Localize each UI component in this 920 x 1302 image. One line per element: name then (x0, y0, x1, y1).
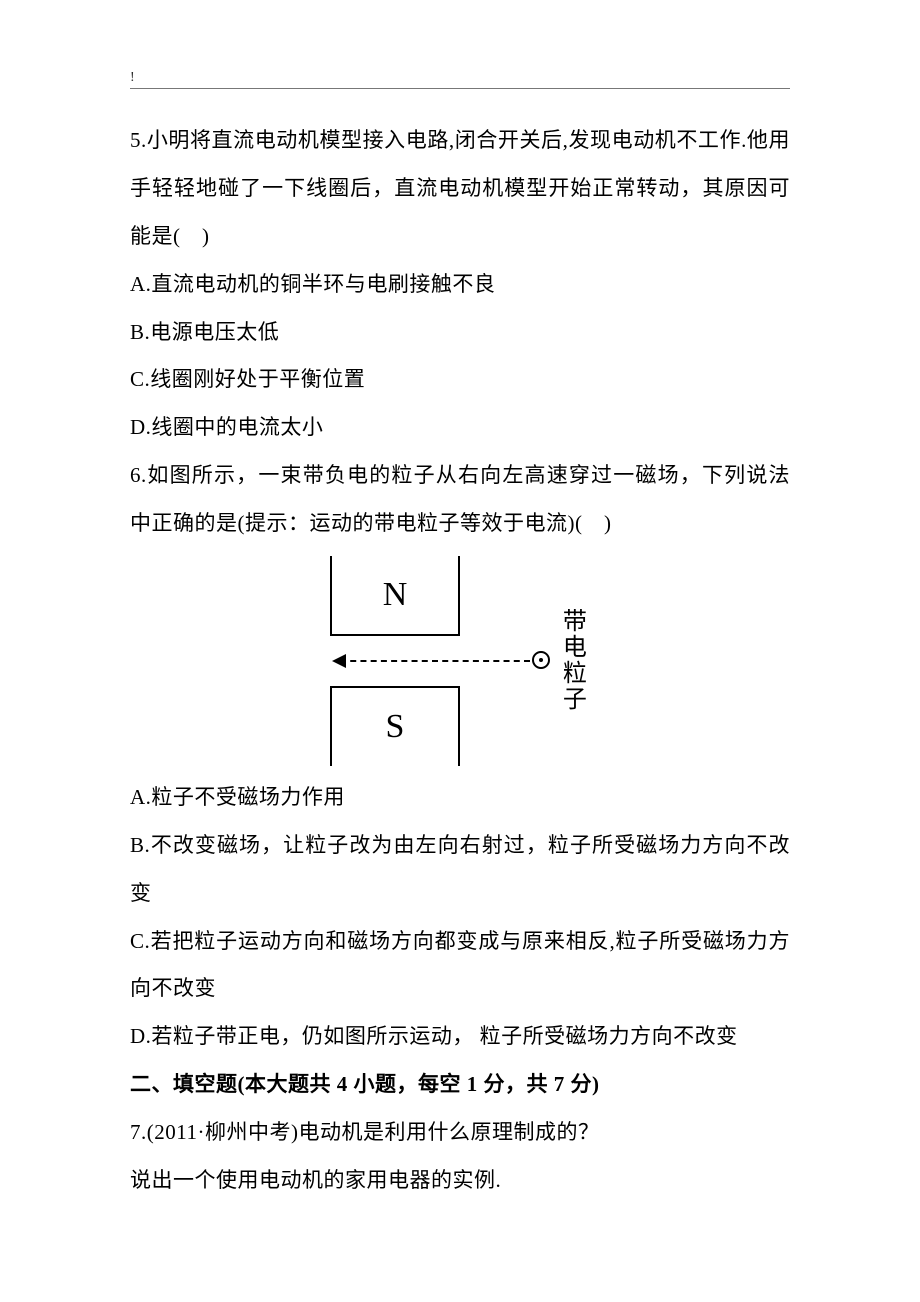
magnet-south: S (330, 686, 460, 766)
q5-option-d: D.线圈中的电流太小 (130, 404, 790, 452)
magnet-north: N (330, 556, 460, 636)
header-rule (130, 88, 790, 89)
q6-diagram: N S 带电粒子 (130, 556, 790, 766)
q6-option-a: A.粒子不受磁场力作用 (130, 774, 790, 822)
header-mark: ! (130, 70, 790, 86)
magnet-n-label: N (383, 576, 408, 614)
arrow-left-icon (332, 654, 346, 668)
q5-option-c: C.线圈刚好处于平衡位置 (130, 356, 790, 404)
q6-option-b: B.不改变磁场，让粒子改为由左向右射过，粒子所受磁场力方向不改变 (130, 822, 790, 918)
q7-line2: 说出一个使用电动机的家用电器的实例. (130, 1157, 790, 1205)
section-2-heading: 二、填空题(本大题共 4 小题，每空 1 分，共 7 分) (130, 1061, 790, 1109)
q5-stem: 5.小明将直流电动机模型接入电路,闭合开关后,发现电动机不工作.他用手轻轻地碰了… (130, 117, 790, 261)
q6-option-c: C.若把粒子运动方向和磁场方向都变成与原来相反,粒子所受磁场力方向不改变 (130, 918, 790, 1014)
magnet-diagram: N S 带电粒子 (310, 556, 610, 766)
particle-path (340, 660, 530, 662)
particle-label: 带电粒子 (558, 608, 584, 712)
q7-line1: 7.(2011·柳州中考)电动机是利用什么原理制成的？ (130, 1109, 790, 1157)
q6-stem: 6.如图所示，一束带负电的粒子从右向左高速穿过一磁场，下列说法中正确的是(提示：… (130, 452, 790, 548)
page: ! 5.小明将直流电动机模型接入电路,闭合开关后,发现电动机不工作.他用手轻轻地… (0, 0, 920, 1265)
q5-option-a: A.直流电动机的铜半环与电刷接触不良 (130, 261, 790, 309)
q5-option-b: B.电源电压太低 (130, 309, 790, 357)
magnet-s-label: S (386, 708, 405, 746)
q6-option-d: D.若粒子带正电，仍如图所示运动， 粒子所受磁场力方向不改变 (130, 1013, 790, 1061)
particle-dot-icon (532, 651, 550, 669)
